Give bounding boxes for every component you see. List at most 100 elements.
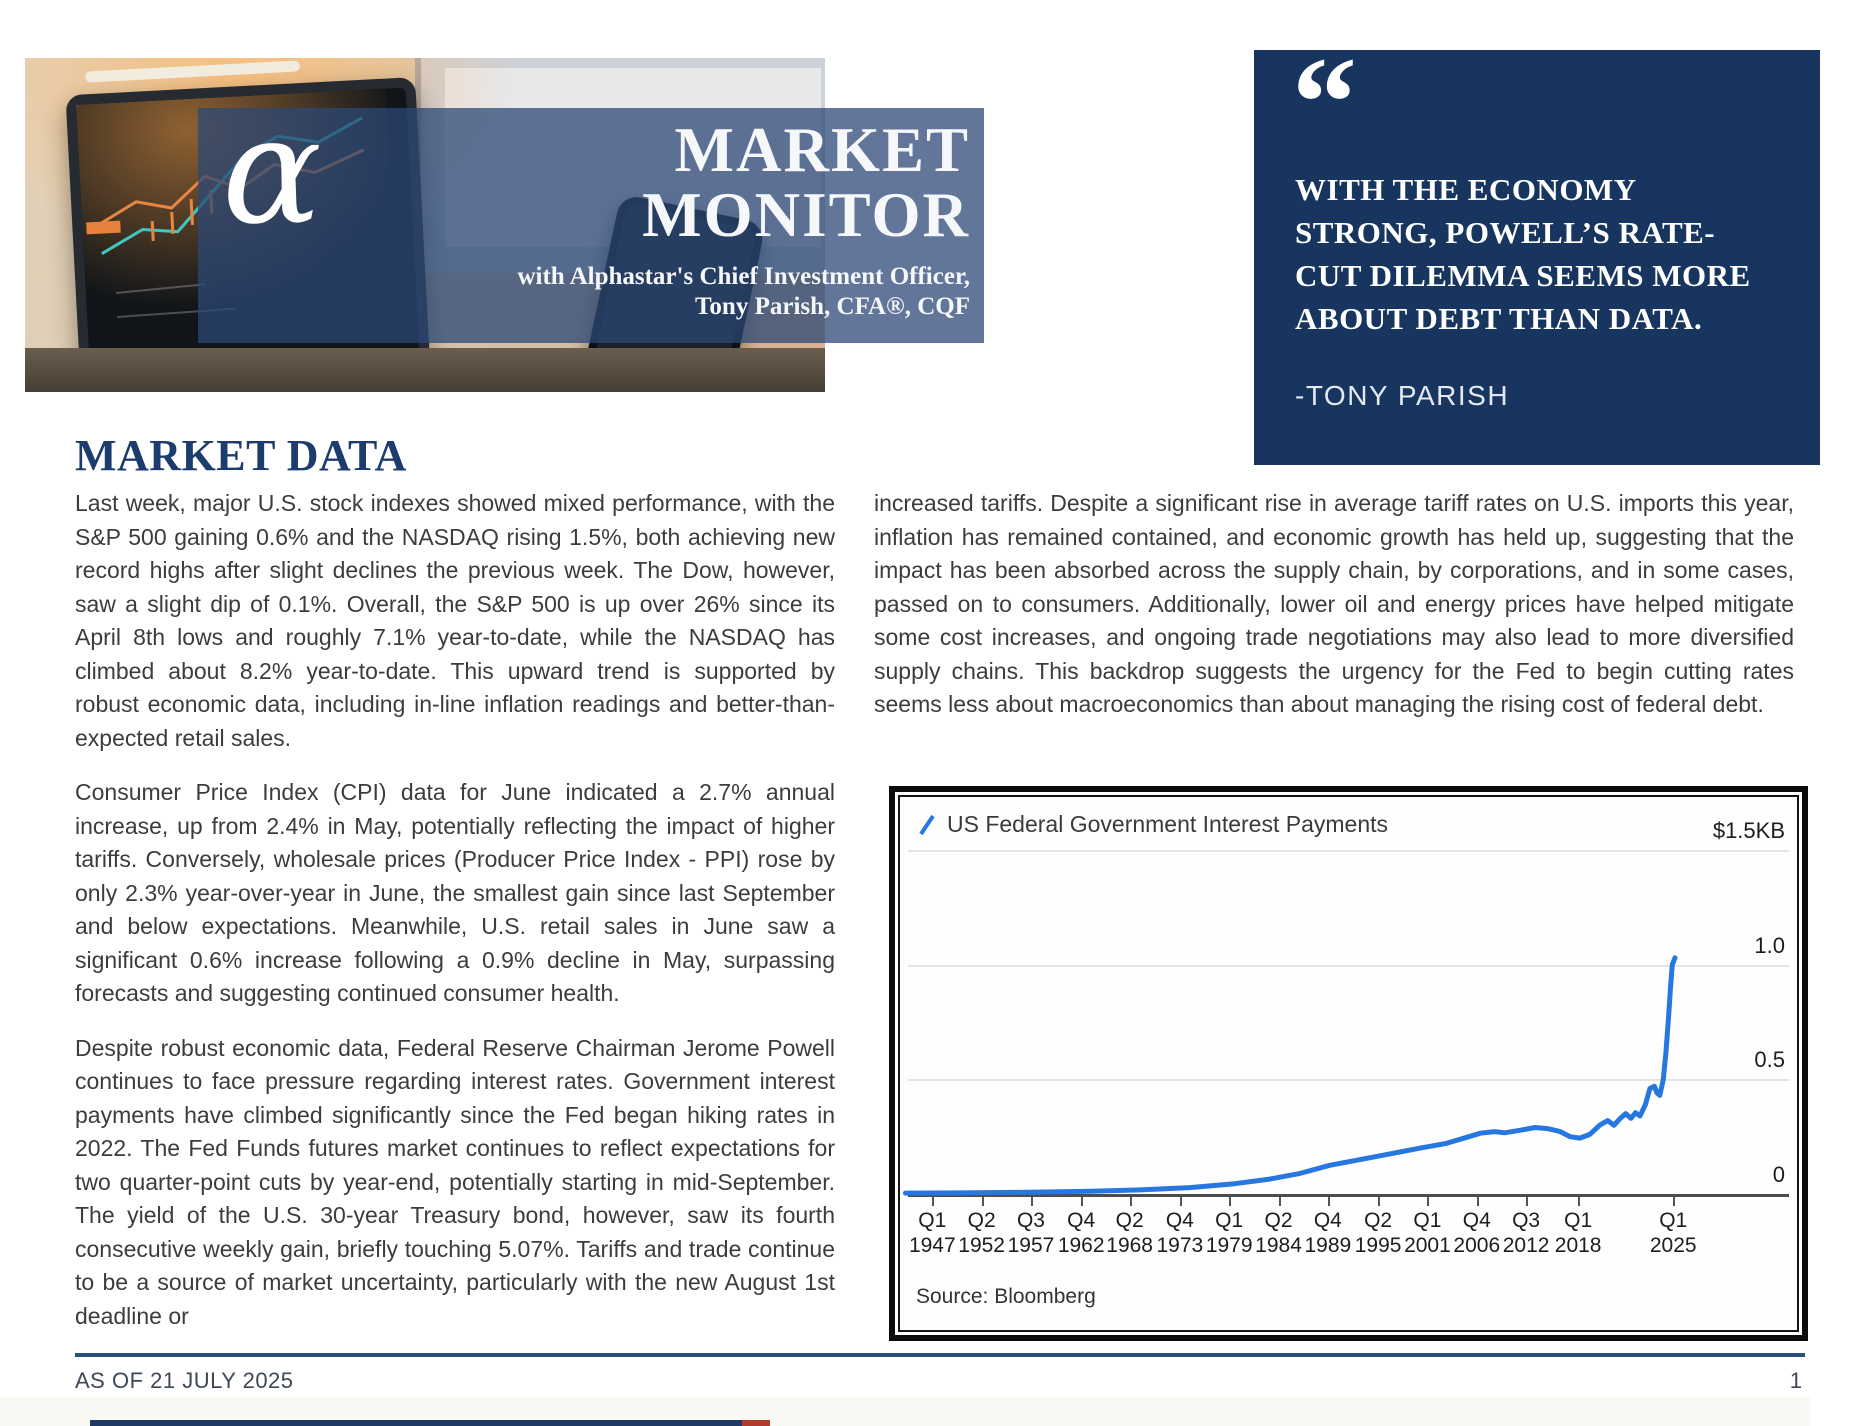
x-tick-quarter: Q2 bbox=[1115, 1209, 1144, 1232]
next-page-bar-red bbox=[742, 1420, 770, 1426]
x-axis-tick-label: Q1 1947 bbox=[887, 1208, 977, 1258]
x-tick-quarter: Q3 bbox=[1512, 1209, 1541, 1232]
x-axis-tick bbox=[1526, 1197, 1529, 1206]
x-axis-tick-label: Q4 1989 bbox=[1283, 1208, 1373, 1258]
x-tick-quarter: Q2 bbox=[1264, 1209, 1293, 1232]
x-tick-quarter: Q1 bbox=[1564, 1209, 1593, 1232]
quote-line: CUT DILEMMA SEEMS MORE bbox=[1295, 258, 1751, 293]
x-axis-tick-label: Q3 1957 bbox=[986, 1208, 1076, 1258]
body-column-right: increased tariffs. Despite a significant… bbox=[874, 487, 1794, 743]
y-axis-tick-label: 0 bbox=[1772, 1162, 1785, 1187]
x-axis-tick bbox=[1378, 1197, 1381, 1206]
y-axis-tick-label: 1.0 bbox=[1754, 932, 1785, 958]
x-axis-tick bbox=[932, 1197, 935, 1206]
x-axis-tick bbox=[1081, 1197, 1084, 1206]
x-tick-year: 2012 bbox=[1502, 1234, 1550, 1257]
x-axis-tick bbox=[1327, 1197, 1330, 1206]
x-tick-quarter: Q3 bbox=[1016, 1209, 1045, 1232]
x-tick-quarter: Q4 bbox=[1462, 1209, 1491, 1232]
y-gridline bbox=[908, 1079, 1789, 1082]
x-axis-tick-label: Q2 1968 bbox=[1085, 1208, 1175, 1258]
next-page-bar-navy bbox=[90, 1420, 742, 1426]
x-axis-tick bbox=[1278, 1197, 1281, 1206]
legend-line-icon bbox=[919, 814, 935, 835]
x-tick-year: 1989 bbox=[1304, 1234, 1352, 1257]
x-tick-quarter: Q1 bbox=[1659, 1209, 1688, 1232]
x-axis-tick bbox=[981, 1197, 984, 1206]
x-axis-tick-label: Q3 2012 bbox=[1481, 1208, 1571, 1258]
x-tick-year: 1957 bbox=[1007, 1234, 1055, 1257]
x-axis-tick bbox=[1129, 1197, 1132, 1206]
x-tick-year: 1968 bbox=[1106, 1234, 1153, 1257]
chart-source: Source: Bloomberg bbox=[916, 1285, 1096, 1308]
interest-payments-chart: US Federal Government Interest Payments … bbox=[898, 795, 1799, 1332]
x-axis-tick bbox=[1673, 1197, 1676, 1206]
quote-attribution: -TONY PARISH bbox=[1295, 380, 1510, 411]
x-axis-tick-label: Q2 1952 bbox=[937, 1208, 1027, 1258]
x-tick-quarter: Q2 bbox=[967, 1209, 996, 1232]
x-axis-tick-label: Q4 1962 bbox=[1036, 1208, 1126, 1258]
x-tick-year: 1979 bbox=[1205, 1234, 1253, 1257]
newsletter-subtitle: with Alphastar's Chief Investment Office… bbox=[517, 262, 970, 322]
body-paragraph: Last week, major U.S. stock indexes show… bbox=[75, 490, 835, 751]
x-axis-tick bbox=[1179, 1197, 1182, 1206]
y-axis-tick-label: 0.5 bbox=[1754, 1047, 1785, 1073]
alphastar-logo: α bbox=[222, 85, 322, 257]
footer-as-of-date: AS OF 21 JULY 2025 bbox=[75, 1368, 294, 1393]
x-tick-quarter: Q4 bbox=[1313, 1209, 1342, 1232]
newsletter-title-line2: MONITOR bbox=[642, 180, 970, 250]
chart-legend-label: US Federal Government Interest Payments bbox=[947, 811, 1389, 837]
banner-text: MARKET MONITOR with Alphastar's Chief In… bbox=[517, 118, 970, 322]
x-axis-tick-label: Q4 2006 bbox=[1432, 1208, 1522, 1258]
title-banner: MARKET MONITOR with Alphastar's Chief In… bbox=[198, 108, 984, 343]
x-tick-year: 1962 bbox=[1057, 1234, 1105, 1257]
section-title: MARKET DATA bbox=[75, 431, 407, 480]
x-tick-year: 2025 bbox=[1649, 1234, 1697, 1257]
x-tick-quarter: Q4 bbox=[1067, 1209, 1096, 1232]
y-gridline bbox=[908, 850, 1789, 853]
body-paragraph: Consumer Price Index (CPI) data for June… bbox=[75, 779, 835, 1006]
x-tick-year: 1947 bbox=[908, 1234, 956, 1257]
x-axis-tick-label: Q2 1995 bbox=[1333, 1208, 1423, 1258]
x-tick-quarter: Q2 bbox=[1364, 1209, 1393, 1232]
x-axis-tick-label: Q1 2018 bbox=[1533, 1208, 1623, 1258]
chart-legend: US Federal Government Interest Payments bbox=[916, 811, 1388, 838]
footer-page-number: 1 bbox=[1789, 1368, 1802, 1393]
quotation-mark-icon: “ bbox=[1292, 31, 1357, 175]
x-axis-tick bbox=[1578, 1197, 1581, 1206]
x-axis-tick-label: Q1 2025 bbox=[1628, 1208, 1718, 1258]
x-axis-line bbox=[908, 1194, 1789, 1197]
x-axis-tick-label: Q1 2001 bbox=[1382, 1208, 1472, 1258]
x-axis-tick bbox=[1476, 1197, 1479, 1206]
y-axis-tick-label: $1.5KB bbox=[1712, 818, 1785, 844]
body-paragraph: Despite robust economic data, Federal Re… bbox=[75, 1034, 835, 1329]
chart-line-series bbox=[902, 955, 1678, 1196]
x-tick-year: 1973 bbox=[1156, 1234, 1204, 1257]
x-tick-year: 2001 bbox=[1404, 1234, 1451, 1257]
subtitle-line1: with Alphastar's Chief Investment Office… bbox=[517, 263, 970, 290]
x-axis-tick-label: Q4 1973 bbox=[1135, 1208, 1225, 1258]
quote-text: WITH THE ECONOMY STRONG, POWELL’S RATE- CU… bbox=[1295, 168, 1795, 340]
x-axis-tick-label: Q2 1984 bbox=[1234, 1208, 1324, 1258]
body-paragraph: increased tariffs. Despite a significant… bbox=[874, 490, 1794, 717]
desk-surface bbox=[25, 348, 825, 392]
quote-box: “ WITH THE ECONOMY STRONG, POWELL’S RATE-… bbox=[1254, 38, 1820, 465]
x-tick-quarter: Q1 bbox=[1413, 1209, 1442, 1232]
body-column-left: Last week, major U.S. stock indexes show… bbox=[75, 487, 835, 1354]
x-axis-tick bbox=[1229, 1197, 1232, 1206]
footer-divider bbox=[75, 1353, 1805, 1357]
quote-line: ABOUT DEBT THAN DATA. bbox=[1295, 301, 1703, 336]
subtitle-line2: Tony Parish, CFA®, CQF bbox=[695, 293, 970, 320]
x-axis-tick bbox=[1427, 1197, 1430, 1206]
chart-frame: US Federal Government Interest Payments … bbox=[889, 786, 1808, 1341]
newsletter-title-line1: MARKET bbox=[674, 115, 970, 185]
x-tick-year: 1995 bbox=[1354, 1234, 1402, 1257]
x-tick-year: 1984 bbox=[1255, 1234, 1302, 1257]
x-tick-year: 1952 bbox=[958, 1234, 1005, 1257]
x-tick-quarter: Q1 bbox=[1215, 1209, 1244, 1232]
quote-line: STRONG, POWELL’S RATE- bbox=[1295, 215, 1716, 250]
quote-line: WITH THE ECONOMY bbox=[1295, 172, 1637, 207]
y-gridline bbox=[908, 964, 1789, 967]
x-axis-tick-label: Q1 1979 bbox=[1184, 1208, 1274, 1258]
